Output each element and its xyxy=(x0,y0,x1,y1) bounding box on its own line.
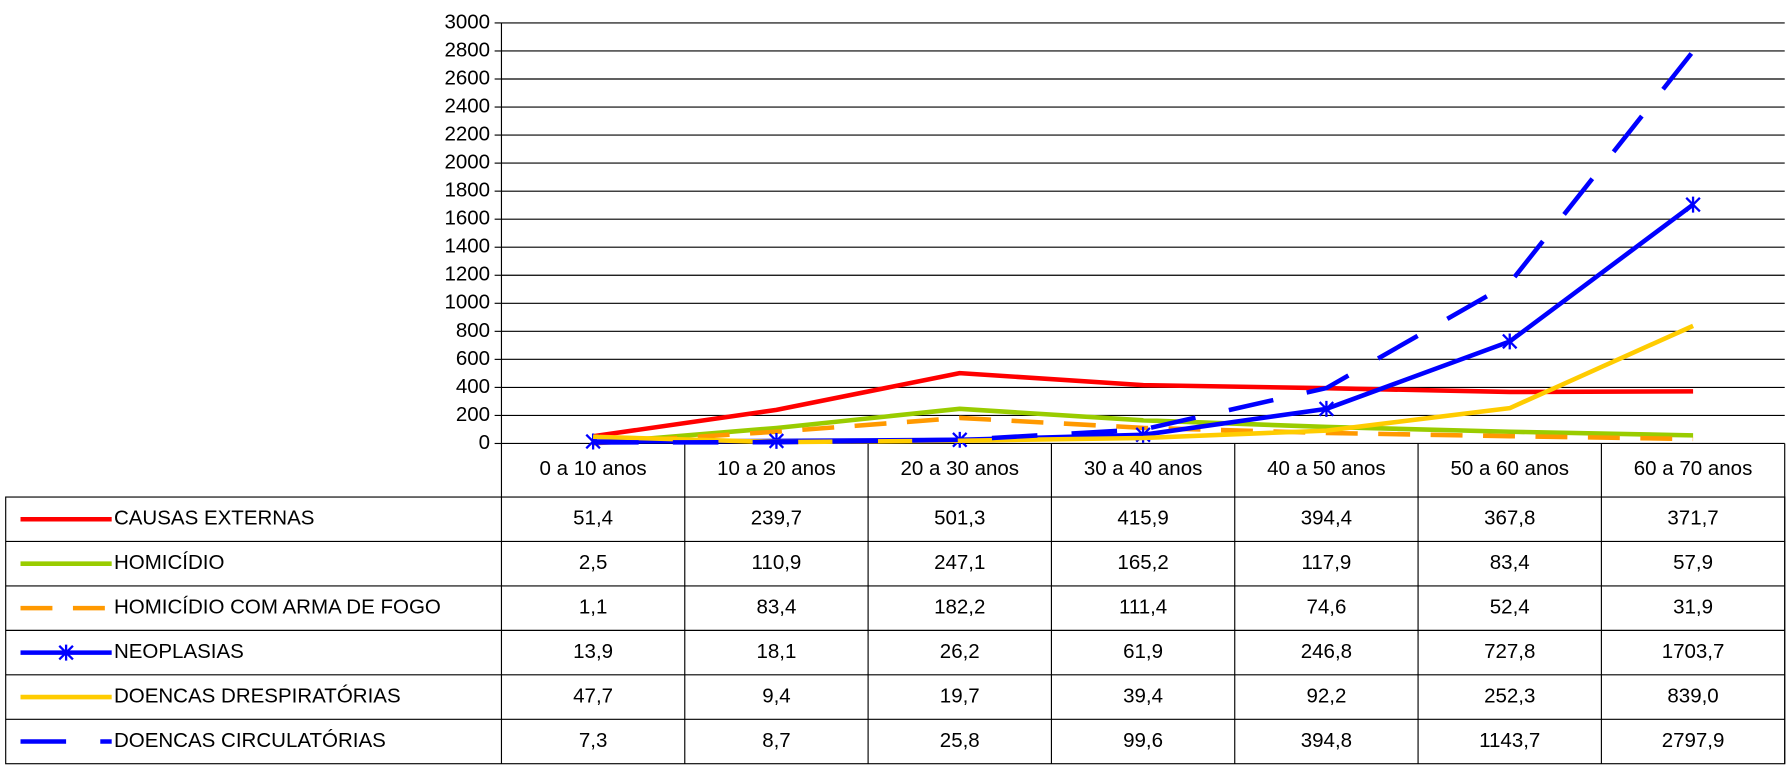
table-cell: 839,0 xyxy=(1667,684,1718,707)
y-tick-label: 3000 xyxy=(444,10,490,33)
point-marker xyxy=(1685,196,1701,213)
x-tick-label: 60 a 70 anos xyxy=(1634,457,1753,480)
table-cell: 182,2 xyxy=(934,596,985,619)
x-tick-label: 50 a 60 anos xyxy=(1450,457,1569,480)
series-line xyxy=(593,202,1695,444)
point-marker xyxy=(1502,333,1518,350)
y-tick-label: 2400 xyxy=(444,94,490,117)
table-cell: 83,4 xyxy=(756,596,796,619)
table-cell: 415,9 xyxy=(1117,507,1168,530)
y-tick-label: 1800 xyxy=(444,179,490,202)
x-tick-label: 10 a 20 anos xyxy=(717,457,836,480)
table-cell: 252,3 xyxy=(1484,684,1535,707)
y-tick-label: 1600 xyxy=(444,207,490,230)
table-cell: 26,2 xyxy=(940,640,980,663)
series-line xyxy=(593,49,1695,445)
table-cell: 74,6 xyxy=(1306,596,1346,619)
table-cell: 2,5 xyxy=(579,551,608,574)
table-cell: 367,8 xyxy=(1484,507,1535,530)
legend-label: DOENCAS DRESPIRATÓRIAS xyxy=(114,684,401,707)
table-cell: 9,4 xyxy=(762,684,791,707)
table-cell: 501,3 xyxy=(934,507,985,530)
y-tick-label: 2200 xyxy=(444,122,490,145)
y-tick-label: 2600 xyxy=(444,66,490,89)
table-cell: 52,4 xyxy=(1490,596,1530,619)
table-cell: 117,9 xyxy=(1302,551,1352,574)
legend-label: CAUSAS EXTERNAS xyxy=(114,507,315,530)
y-tick-label: 200 xyxy=(456,403,490,426)
table-cell: 247,1 xyxy=(934,551,985,574)
y-tick-label: 2800 xyxy=(444,38,490,61)
table-cell: 13,9 xyxy=(573,640,613,663)
table-cell: 1,1 xyxy=(579,596,608,619)
y-tick-label: 400 xyxy=(456,375,490,398)
table-cell: 2797,9 xyxy=(1662,729,1725,752)
table-cell: 394,4 xyxy=(1301,507,1352,530)
table-cell: 51,4 xyxy=(573,507,613,530)
point-marker xyxy=(1318,400,1335,417)
table-cell: 1143,7 xyxy=(1479,729,1540,752)
y-tick-label: 1000 xyxy=(444,291,490,314)
table-cell: 39,4 xyxy=(1123,684,1163,707)
table-cell: 394,8 xyxy=(1301,729,1352,752)
table-cell: 31,9 xyxy=(1673,596,1713,619)
table-cell: 19,7 xyxy=(940,684,980,707)
table-cell: 8,7 xyxy=(762,729,791,752)
table-cell: 92,2 xyxy=(1306,684,1346,707)
x-tick-label: 40 a 50 anos xyxy=(1267,457,1386,480)
table-cell: 7,3 xyxy=(579,729,608,752)
table-cell: 99,6 xyxy=(1123,729,1163,752)
legend-label: HOMICÍDIO xyxy=(114,551,224,574)
y-tick-label: 0 xyxy=(479,431,490,454)
y-tick-label: 800 xyxy=(456,319,490,342)
table-cell: 1703,7 xyxy=(1662,640,1725,663)
y-tick-label: 600 xyxy=(456,347,490,370)
series-line xyxy=(592,406,1694,446)
table-cell: 110,9 xyxy=(752,551,802,574)
table-cell: 57,9 xyxy=(1673,551,1713,574)
table-cell: 18,1 xyxy=(756,640,796,663)
table-cell: 47,7 xyxy=(573,684,613,707)
table-cell: 25,8 xyxy=(940,729,980,752)
legend-label: DOENCAS CIRCULATÓRIAS xyxy=(114,729,386,752)
series-line xyxy=(592,370,1694,439)
legend-label: NEOPLASIAS xyxy=(114,640,244,663)
y-tick-label: 2000 xyxy=(444,151,490,174)
x-tick-label: 30 a 40 anos xyxy=(1084,457,1203,480)
x-tick-label: 0 a 10 anos xyxy=(540,457,647,480)
legend-label: HOMICÍDIO COM ARMA DE FOGO xyxy=(114,596,441,619)
table-cell: 61,9 xyxy=(1123,640,1163,663)
y-tick-label: 1400 xyxy=(444,235,490,258)
table-cell: 111,4 xyxy=(1119,596,1167,619)
table-cell: 239,7 xyxy=(751,507,802,530)
table-cell: 371,7 xyxy=(1667,507,1718,530)
table-cell: 83,4 xyxy=(1490,551,1530,574)
y-tick-label: 1200 xyxy=(444,263,490,286)
x-tick-label: 20 a 30 anos xyxy=(900,457,1019,480)
table-cell: 246,8 xyxy=(1301,640,1352,663)
legend-marker xyxy=(56,644,76,661)
table-cell: 165,2 xyxy=(1117,551,1168,574)
table-cell: 727,8 xyxy=(1484,640,1535,663)
